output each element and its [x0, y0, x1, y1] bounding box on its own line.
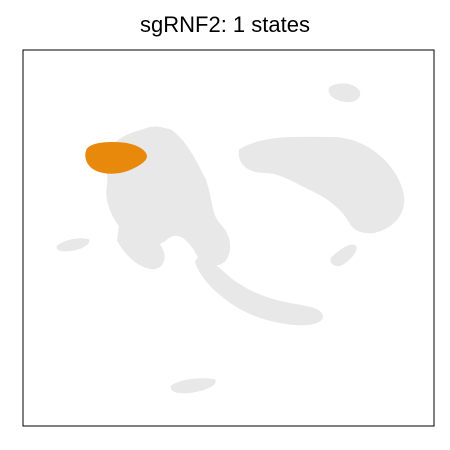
cluster-right-small [330, 244, 357, 267]
cluster-lower-arm [117, 224, 165, 270]
chart-title: sgRNF2: 1 states [140, 12, 310, 37]
cluster-top-right [328, 83, 361, 103]
cluster-bottom-small [170, 378, 216, 394]
highlighted-state-cluster [85, 142, 147, 174]
cluster-right-arc [238, 136, 405, 234]
cluster-top-ridge [139, 126, 171, 140]
cluster-lower-band [195, 254, 323, 326]
cluster-left-small [56, 238, 90, 252]
highlight-cell-cloud [85, 142, 147, 174]
